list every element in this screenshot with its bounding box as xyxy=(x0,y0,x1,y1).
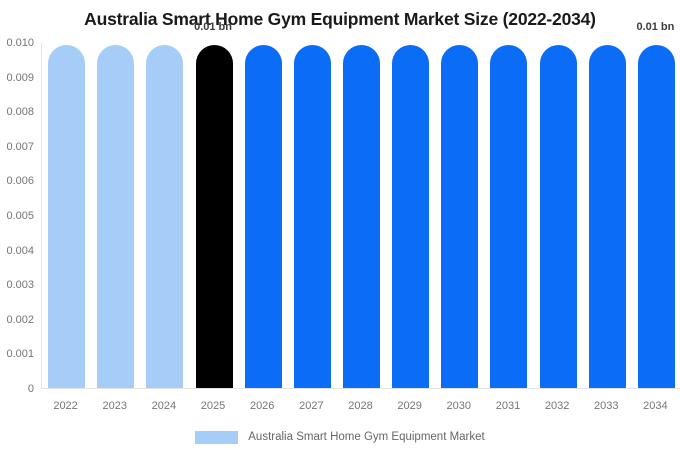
x-tick-label-2033: 2033 xyxy=(594,400,619,412)
bar-2023 xyxy=(97,45,135,388)
x-tick-label-2028: 2028 xyxy=(348,400,373,412)
bar-2030 xyxy=(441,45,479,388)
x-tick-label-2022: 2022 xyxy=(53,400,78,412)
y-tick-label-0.001: 0.001 xyxy=(6,348,34,361)
bar-2022 xyxy=(48,45,86,388)
y-tick-label-0: 0 xyxy=(27,383,34,395)
legend-swatch xyxy=(195,430,239,444)
y-tick-label-0.008: 0.008 xyxy=(6,106,34,119)
bar-2033 xyxy=(588,45,626,388)
x-tick-label-2025: 2025 xyxy=(200,400,226,412)
legend: Australia Smart Home Gym Equipment Marke… xyxy=(0,427,680,447)
x-tick-label-2027: 2027 xyxy=(299,400,324,412)
bar-2026 xyxy=(244,45,282,388)
bar-2029 xyxy=(392,45,430,388)
x-axis: 2022 2023 2024 2025 2026 2027 2028 2029 2030 2031… xyxy=(41,396,680,414)
x-tick-label-2026: 2026 xyxy=(249,400,275,412)
y-tick-label-0.007: 0.007 xyxy=(6,140,34,153)
y-tick-label-0.002: 0.002 xyxy=(6,313,34,326)
bar-2031 xyxy=(490,45,528,388)
y-tick-label-0.009: 0.009 xyxy=(6,71,34,84)
y-tick-label-0.003: 0.003 xyxy=(6,279,34,292)
y-tick-label-0.005: 0.005 xyxy=(6,210,34,222)
bar-2032 xyxy=(539,45,577,388)
bar-2027 xyxy=(293,45,331,388)
x-tick-label-2031: 2031 xyxy=(495,400,521,412)
y-tick-label-0.006: 0.006 xyxy=(6,175,34,188)
x-tick-label-2032: 2032 xyxy=(544,400,570,412)
x-tick-label-2023: 2023 xyxy=(102,400,127,412)
bar-value-label-2034: 0.01 bn xyxy=(636,21,675,33)
y-tick-label-0.010: 0.010 xyxy=(6,37,34,49)
x-tick-label-2030: 2030 xyxy=(446,400,472,412)
bar-2034 xyxy=(637,45,675,388)
x-tick-label-2034: 2034 xyxy=(643,400,668,412)
bar-value-label-2025: 0.01 bn xyxy=(194,21,232,33)
plot-area xyxy=(41,43,680,389)
chart-title: Australia Smart Home Gym Equipment Marke… xyxy=(84,9,596,29)
bar-2025 xyxy=(195,45,233,388)
bar-2024 xyxy=(146,45,184,388)
bar-2028 xyxy=(343,45,380,388)
x-tick-label-2029: 2029 xyxy=(397,400,422,412)
y-tick-label-0.004: 0.004 xyxy=(6,244,34,257)
y-axis: 0 0.001 0.002 0.003 0.004 0.005 0.006 0.007 0.00… xyxy=(0,37,34,395)
legend-label: Australia Smart Home Gym Equipment Marke… xyxy=(248,431,485,443)
x-tick-label-2024: 2024 xyxy=(151,400,177,412)
